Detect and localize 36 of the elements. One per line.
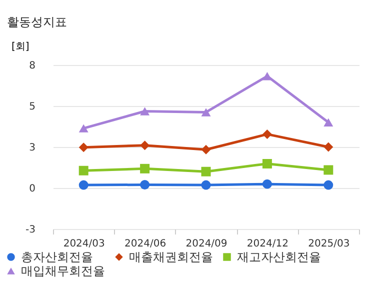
legend-label: 매입채무회전율 <box>21 264 105 278</box>
x-tick-label: 2024/12 <box>246 238 288 250</box>
y-tick-label: 3 <box>29 142 36 154</box>
point <box>324 118 334 127</box>
x-tick-label: 2024/06 <box>124 238 166 250</box>
y-tick-label: 0 <box>29 184 36 194</box>
point <box>78 124 88 132</box>
point <box>262 129 272 139</box>
point <box>78 166 88 176</box>
point <box>201 144 211 154</box>
x-tick-label: 2024/03 <box>63 238 105 250</box>
point <box>262 158 272 168</box>
x-tick-label: 2025/03 <box>308 238 350 250</box>
point <box>324 142 334 152</box>
point <box>201 108 211 116</box>
point <box>140 140 150 150</box>
y-tick-label: -3 <box>26 224 36 236</box>
point <box>140 180 150 190</box>
point <box>140 164 150 174</box>
point <box>324 165 334 175</box>
point <box>140 107 150 116</box>
point <box>262 179 272 189</box>
chart-title: 활동성지표 <box>7 15 67 29</box>
point <box>201 180 211 190</box>
y-axis-title: [회] <box>12 42 30 52</box>
point <box>324 180 334 190</box>
y-tick-label: 8 <box>29 60 36 72</box>
y-tick-label: 5 <box>29 102 36 112</box>
legend-label: 매출채권회전율 <box>129 250 213 264</box>
point <box>78 180 88 190</box>
x-tick-label: 2024/09 <box>186 238 228 250</box>
legend-label: 재고자산회전율 <box>237 250 321 264</box>
legend-label: 총자산회전율 <box>21 250 93 264</box>
point <box>201 166 211 176</box>
point <box>262 72 272 80</box>
point <box>78 142 88 152</box>
